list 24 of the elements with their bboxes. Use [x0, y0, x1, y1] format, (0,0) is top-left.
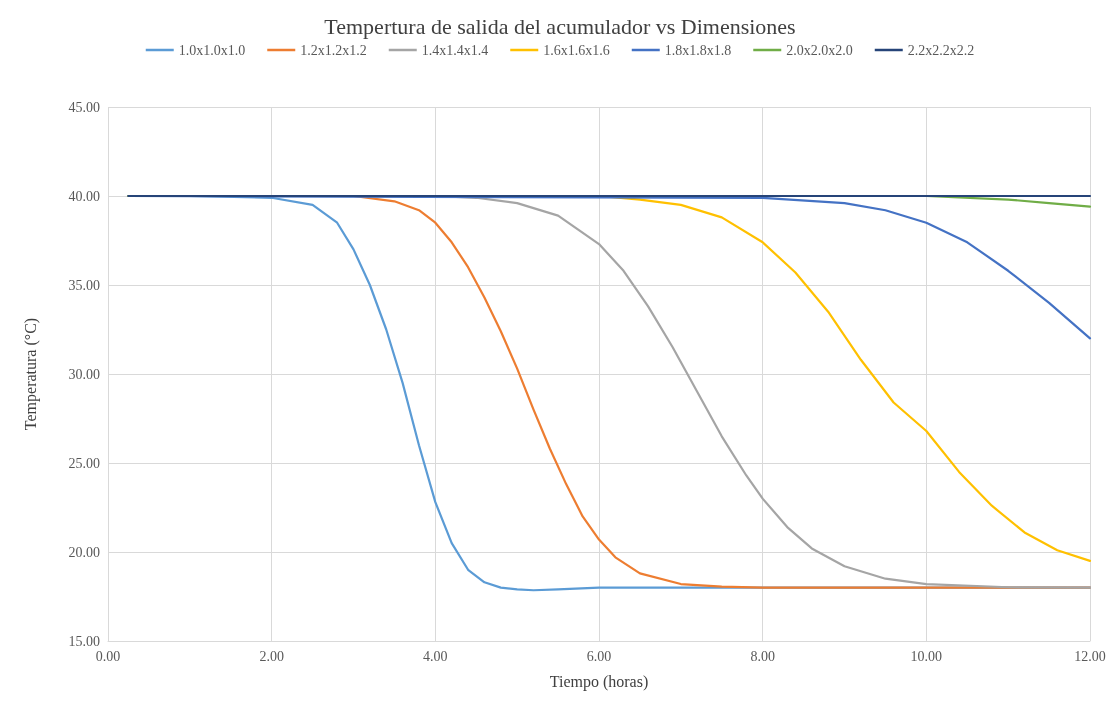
x-tick-label: 10.00 — [910, 648, 943, 664]
x-tick-label: 2.00 — [259, 648, 284, 664]
legend-label: 1.0x1.0x1.0 — [178, 42, 246, 58]
legend-label: 2.2x2.2x2.2 — [907, 42, 975, 58]
x-tick-label: 8.00 — [750, 648, 775, 664]
y-tick-label: 45.00 — [68, 99, 100, 115]
x-tick-label: 0.00 — [95, 648, 121, 664]
y-axis-title: Temperatura (°C) — [21, 317, 40, 431]
y-tick-label: 25.00 — [68, 455, 100, 471]
x-tick-label: 6.00 — [586, 648, 612, 664]
x-axis-title: Tiempo (horas) — [549, 672, 649, 691]
legend-label: 2.0x2.0x2.0 — [786, 42, 853, 58]
y-tick-label: 30.00 — [68, 366, 100, 382]
legend-label: 1.6x1.6x1.6 — [543, 42, 610, 58]
legend-label: 1.4x1.4x1.4 — [421, 42, 489, 58]
chart-title: Tempertura de salida del acumulador vs Dimensiones — [324, 13, 796, 39]
y-tick-label: 40.00 — [68, 188, 100, 204]
legend-label: 1.2x1.2x1.2 — [300, 42, 367, 58]
legend-label: 1.8x1.8x1.8 — [664, 42, 732, 58]
y-tick-label: 20.00 — [68, 544, 100, 560]
y-tick-label: 15.00 — [68, 633, 100, 649]
x-tick-label: 4.00 — [423, 648, 448, 664]
x-tick-label: 12.00 — [1074, 648, 1106, 664]
y-tick-label: 35.00 — [68, 277, 100, 293]
